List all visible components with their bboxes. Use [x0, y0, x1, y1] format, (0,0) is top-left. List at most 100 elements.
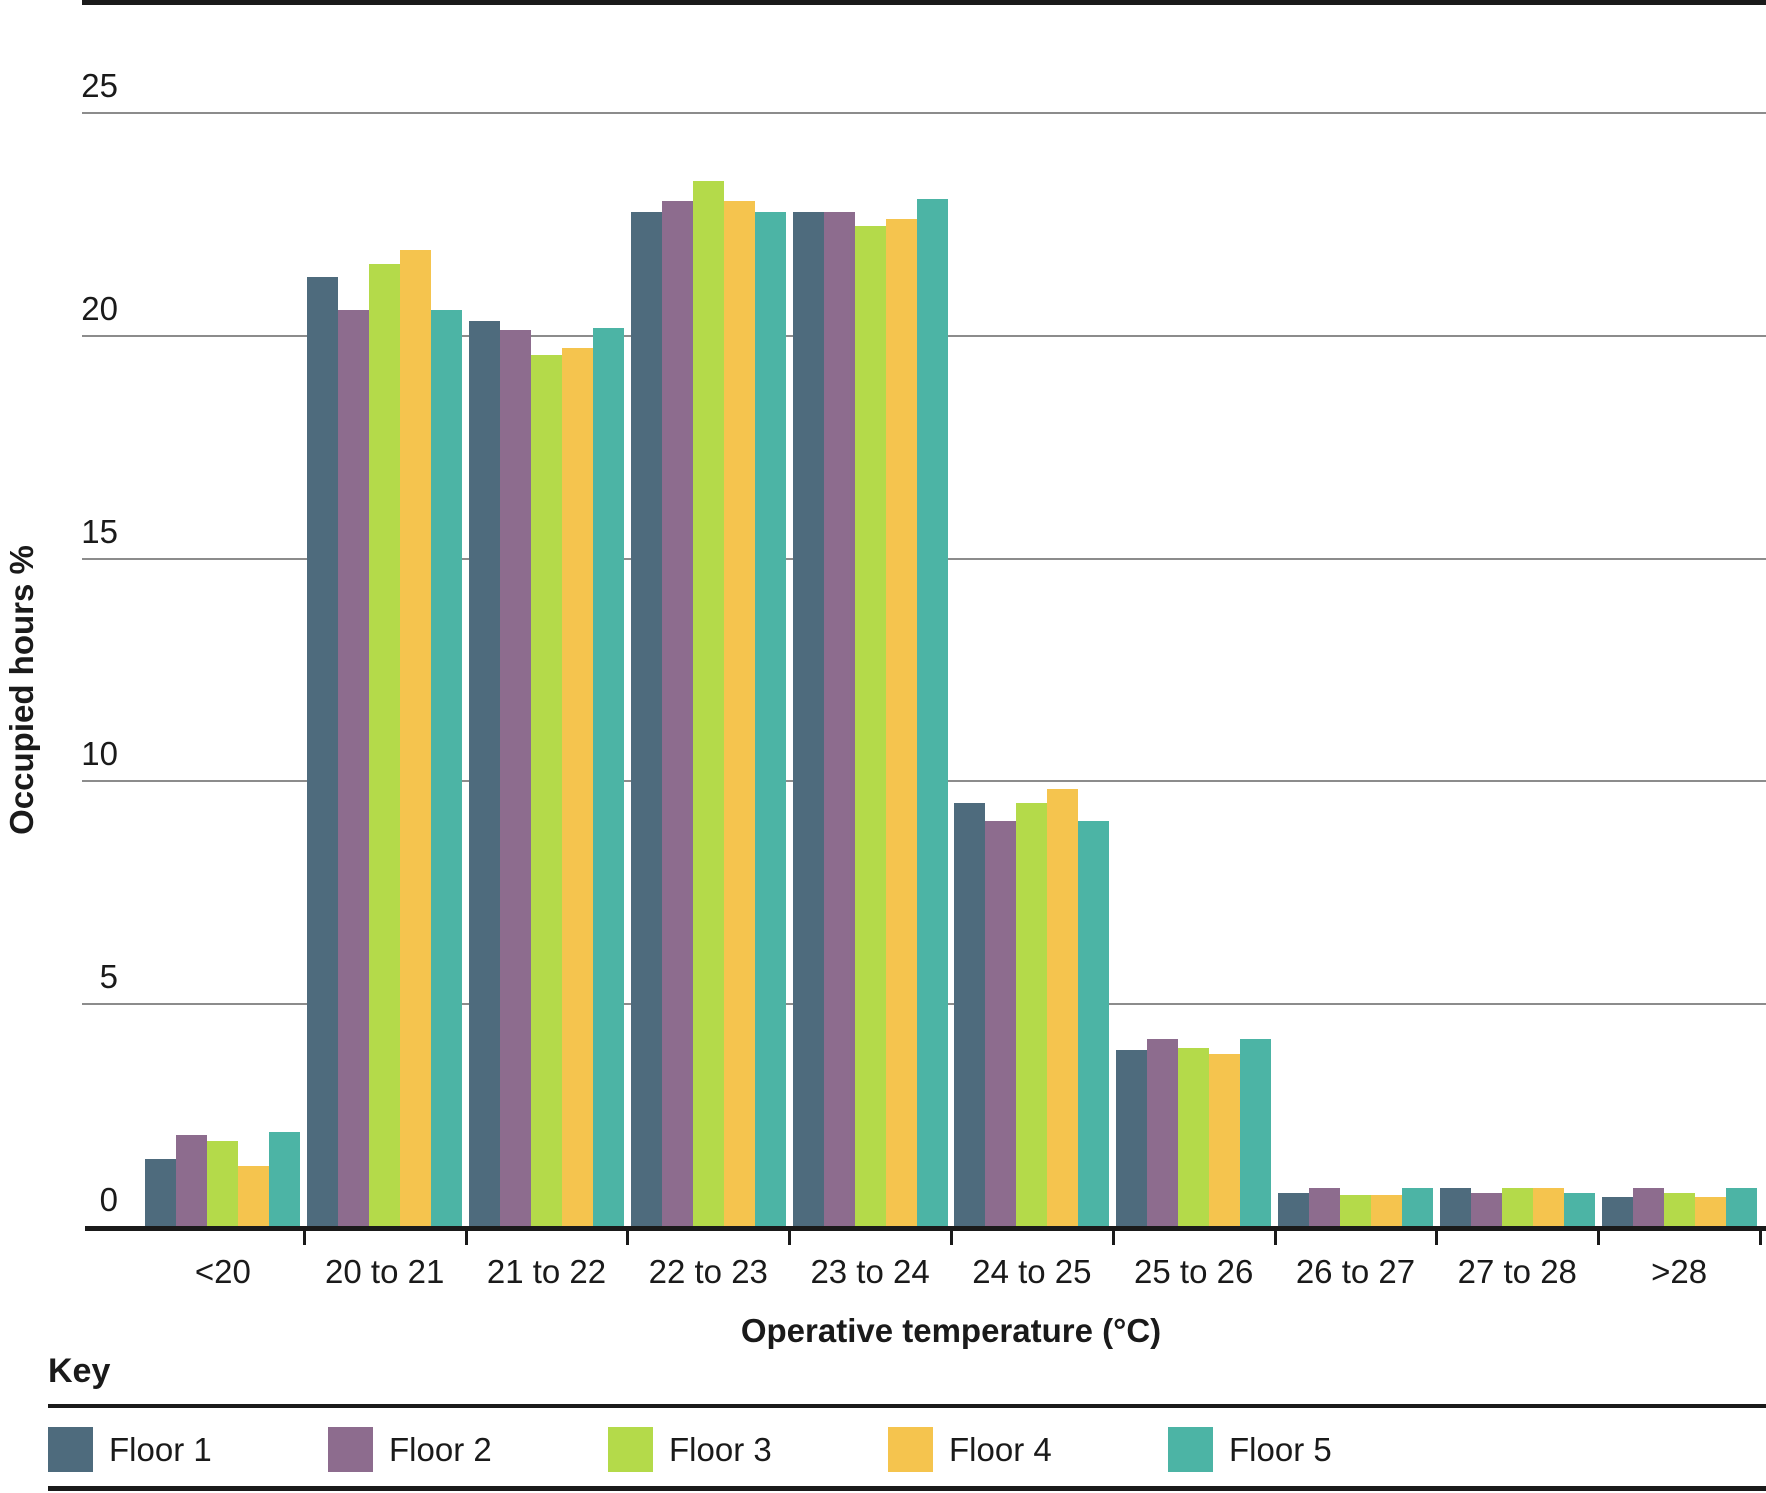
bar-group — [466, 0, 628, 1226]
bar-floor-1 — [1601, 1197, 1633, 1226]
bar-group — [1113, 0, 1275, 1226]
tick-mark — [464, 1231, 468, 1245]
tick-mark — [1273, 1231, 1277, 1245]
bar-floor-3 — [854, 225, 886, 1226]
bar-groups — [142, 0, 1760, 1226]
bar-floor-5 — [269, 1132, 301, 1226]
x-tick-label: <20 — [194, 1253, 251, 1290]
bar-floor-1 — [468, 321, 500, 1226]
x-axis-title: Operative temperature (°C) — [740, 1312, 1162, 1349]
bar-floor-5 — [754, 212, 786, 1226]
y-tick-label: 0 — [99, 1181, 118, 1218]
bar-group — [1436, 0, 1598, 1226]
bar-floor-3 — [1663, 1192, 1695, 1226]
bar-group — [1275, 0, 1437, 1226]
bar-floor-3 — [1339, 1194, 1371, 1226]
bar-floor-5 — [1725, 1188, 1757, 1226]
bar-floor-2 — [176, 1134, 208, 1226]
legend-item: Floor 2 — [328, 1427, 608, 1472]
x-tick: >28 — [1598, 1231, 1762, 1293]
bar-floor-1 — [954, 802, 986, 1226]
legend-swatch — [48, 1427, 93, 1472]
legend-swatch — [608, 1427, 653, 1472]
legend-label: Floor 5 — [1229, 1430, 1332, 1468]
x-axis-labels: <20 20 to 21 21 to 22 22 to 23 23 to 24 24 to… — [142, 1231, 1762, 1293]
bar-floor-4 — [1694, 1197, 1726, 1226]
x-tick: 22 to 23 — [627, 1231, 792, 1293]
bar-group — [142, 0, 304, 1226]
bar-floor-1 — [307, 276, 339, 1226]
bar-floor-2 — [823, 212, 855, 1226]
bar-floor-4 — [1370, 1194, 1402, 1226]
tick-mark — [949, 1231, 953, 1245]
bar-floor-5 — [1240, 1038, 1272, 1226]
bar-floor-4 — [1209, 1054, 1241, 1226]
gridline — [82, 112, 1766, 114]
x-tick: 21 to 22 — [466, 1231, 630, 1293]
x-axis: <20 20 to 21 21 to 22 22 to 23 23 to 24 24 to… — [84, 1231, 1766, 1293]
bar-floor-5 — [1401, 1188, 1433, 1226]
bar-group — [304, 0, 466, 1226]
legend-row: Floor 1 Floor 2 Floor 3 Floor 4 Floor 5 — [48, 1427, 1448, 1472]
legend-item: Floor 4 — [888, 1427, 1168, 1472]
bar-floor-2 — [1147, 1038, 1179, 1226]
bar-floor-2 — [1470, 1192, 1502, 1226]
bar-floor-5 — [431, 310, 463, 1226]
bar-floor-4 — [238, 1165, 270, 1226]
bar-floor-3 — [692, 181, 724, 1226]
x-tick: 25 to 26 — [1113, 1231, 1277, 1293]
bar-group — [627, 0, 789, 1226]
x-tick-label: 27 to 28 — [1457, 1253, 1577, 1290]
y-tick-label: 5 — [99, 958, 118, 996]
bar-floor-1 — [145, 1159, 177, 1226]
x-tick: 24 to 25 — [951, 1231, 1115, 1293]
bar-floor-3 — [207, 1141, 239, 1226]
legend-label: Floor 2 — [389, 1430, 492, 1468]
x-tick-label: 22 to 23 — [648, 1253, 768, 1290]
y-tick-label: 10 — [81, 735, 118, 773]
x-tick-label: 20 to 21 — [325, 1253, 445, 1290]
bar-floor-5 — [1563, 1192, 1595, 1226]
top-rule — [82, 0, 1766, 5]
bar-group — [1598, 0, 1760, 1226]
bar-floor-2 — [499, 330, 531, 1226]
tick-mark — [1758, 1231, 1762, 1245]
x-tick-label: 25 to 26 — [1134, 1253, 1254, 1290]
bar-floor-3 — [1016, 802, 1048, 1226]
x-tick-label: 21 to 22 — [486, 1253, 607, 1290]
bar-floor-4 — [723, 201, 755, 1226]
tick-mark — [302, 1231, 306, 1245]
tick-mark — [626, 1231, 630, 1245]
x-tick-label: 24 to 25 — [972, 1253, 1092, 1290]
legend-swatch — [328, 1427, 373, 1472]
bar-floor-2 — [985, 820, 1017, 1226]
x-tick-label: 26 to 27 — [1295, 1253, 1416, 1290]
y-tick-label: 20 — [81, 289, 118, 327]
bar-floor-2 — [1308, 1188, 1340, 1226]
bar-floor-1 — [1116, 1050, 1148, 1226]
x-tick: 27 to 28 — [1436, 1231, 1601, 1293]
x-tick: <20 — [142, 1231, 306, 1293]
key-rule — [48, 1404, 1766, 1408]
tick-mark — [1435, 1231, 1439, 1245]
tick-mark — [788, 1231, 792, 1245]
bar-floor-2 — [1632, 1188, 1664, 1226]
x-axis-line — [85, 1226, 1766, 1231]
x-tick: 23 to 24 — [789, 1231, 953, 1293]
bar-floor-4 — [1047, 789, 1079, 1226]
bar-floor-2 — [661, 201, 693, 1226]
key-heading: Key — [48, 1352, 111, 1390]
bar-group — [951, 0, 1113, 1226]
legend-label: Floor 4 — [949, 1430, 1052, 1468]
y-tick-label: 15 — [81, 512, 118, 550]
bar-floor-4 — [400, 250, 432, 1226]
bar-floor-5 — [916, 198, 948, 1226]
legend-swatch — [1168, 1427, 1213, 1472]
bar-floor-4 — [561, 348, 593, 1226]
bar-floor-4 — [1532, 1188, 1564, 1226]
legend-item: Floor 5 — [1168, 1427, 1448, 1472]
legend-item: Floor 3 — [608, 1427, 888, 1472]
bar-floor-1 — [1277, 1192, 1309, 1226]
bar-floor-5 — [592, 328, 624, 1226]
